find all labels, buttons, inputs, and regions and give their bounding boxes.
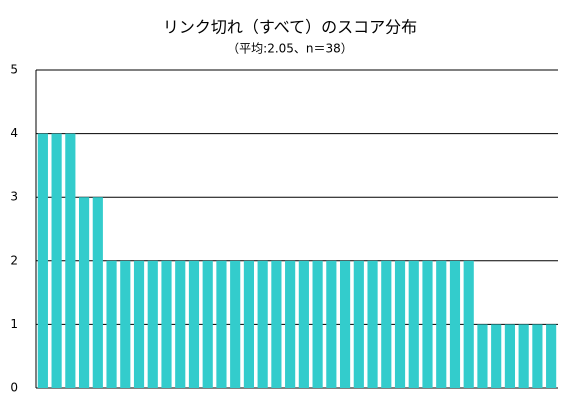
bar	[546, 324, 557, 388]
bar	[285, 260, 296, 388]
chart-title: リンク切れ（すべて）のスコア分布	[163, 18, 417, 37]
bar	[463, 260, 474, 388]
bar	[78, 197, 90, 388]
bar	[202, 260, 213, 388]
y-tick-label: 1	[10, 317, 18, 331]
bar	[518, 324, 529, 388]
bar	[477, 324, 488, 388]
bar	[37, 133, 48, 388]
bar	[339, 260, 351, 388]
bar	[298, 260, 309, 388]
y-tick-label: 5	[10, 63, 18, 77]
bar	[422, 260, 433, 388]
bar	[408, 260, 419, 388]
bar	[381, 260, 392, 388]
bar	[92, 197, 103, 388]
bar	[188, 260, 200, 388]
chart-subtitle: （平均:2.05、n＝38）	[227, 42, 353, 56]
bar	[532, 324, 543, 388]
bar	[449, 260, 461, 388]
bar	[353, 260, 364, 388]
bar	[257, 260, 268, 388]
bar	[106, 260, 117, 388]
bar	[51, 133, 62, 388]
bar	[243, 260, 255, 388]
bar	[216, 260, 227, 388]
bar	[504, 324, 516, 388]
bar	[120, 260, 131, 388]
bar	[312, 260, 323, 388]
y-tick-label: 3	[10, 190, 18, 204]
y-tick-label: 2	[10, 253, 18, 267]
bar	[326, 260, 337, 388]
bar	[367, 260, 378, 388]
y-tick-label: 0	[10, 381, 18, 395]
bar	[133, 260, 145, 388]
y-tick-label: 4	[10, 126, 18, 140]
bar	[491, 324, 502, 388]
bar	[230, 260, 241, 388]
bar	[175, 260, 186, 388]
bar	[147, 260, 158, 388]
bar	[436, 260, 447, 388]
bar	[161, 260, 172, 388]
bar	[271, 260, 282, 388]
bar	[65, 133, 76, 388]
bar	[394, 260, 406, 388]
